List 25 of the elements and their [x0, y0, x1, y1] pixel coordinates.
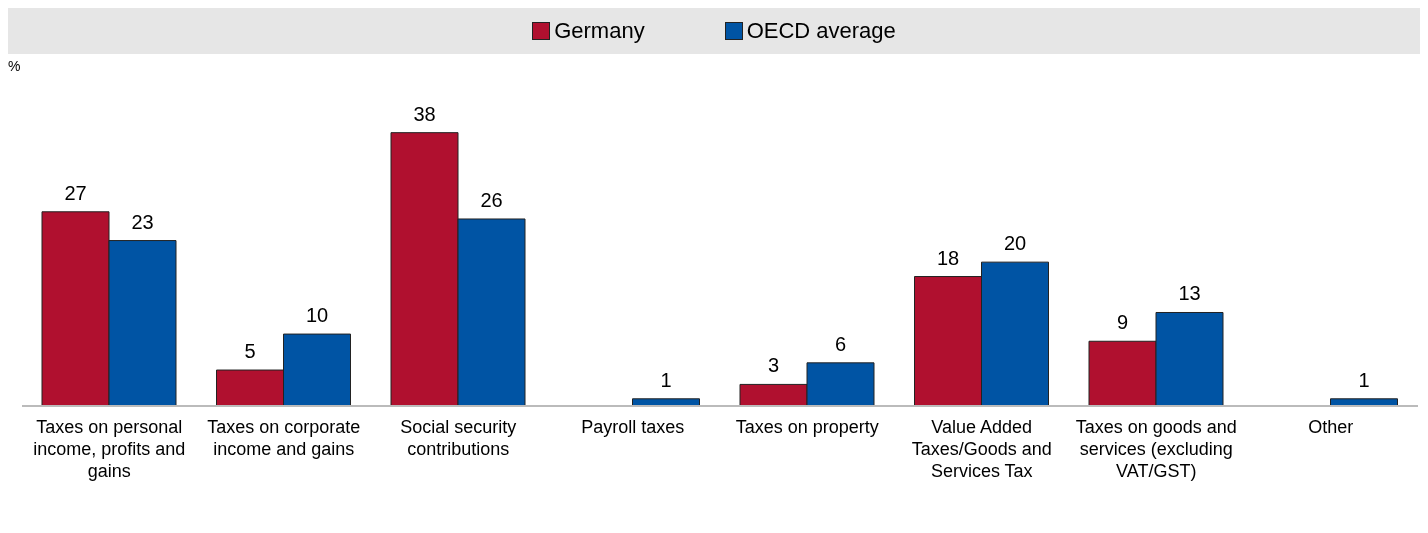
x-tick-label: Other [1308, 416, 1354, 437]
x-tick-label: Taxes on property [735, 416, 879, 437]
data-label: 9 [1116, 311, 1129, 334]
data-label: 6 [834, 332, 847, 355]
data-label: 23 [131, 210, 154, 233]
x-tick-label: Taxes on goods and services (excluding VAT/GST) [1075, 416, 1237, 481]
legend-label: Germany [553, 18, 645, 44]
x-tick-label: Taxes on personal income, profits and gains [33, 416, 186, 481]
x-tick-label: Payroll taxes [581, 416, 685, 437]
x-tick-label: Value Added Taxes/Goods and Services Tax [911, 416, 1052, 481]
data-label: 1 [1358, 368, 1370, 391]
data-label: 27 [64, 181, 87, 204]
data-label: 26 [480, 188, 503, 211]
x-tick-label: Social security contributions [400, 416, 517, 459]
data-label: 1 [660, 368, 672, 391]
data-label: 20 [1003, 232, 1027, 255]
y-axis-title: % [8, 58, 21, 74]
data-label: 38 [413, 102, 436, 125]
data-label: 10 [305, 304, 329, 327]
data-label: 3 [767, 354, 780, 377]
data-label: 13 [1178, 282, 1201, 305]
data-label: 5 [244, 340, 256, 363]
data-label: 18 [936, 246, 960, 269]
x-tick-label: Taxes on corporate income and gains [207, 416, 361, 459]
legend-label: OECD average [745, 18, 896, 44]
